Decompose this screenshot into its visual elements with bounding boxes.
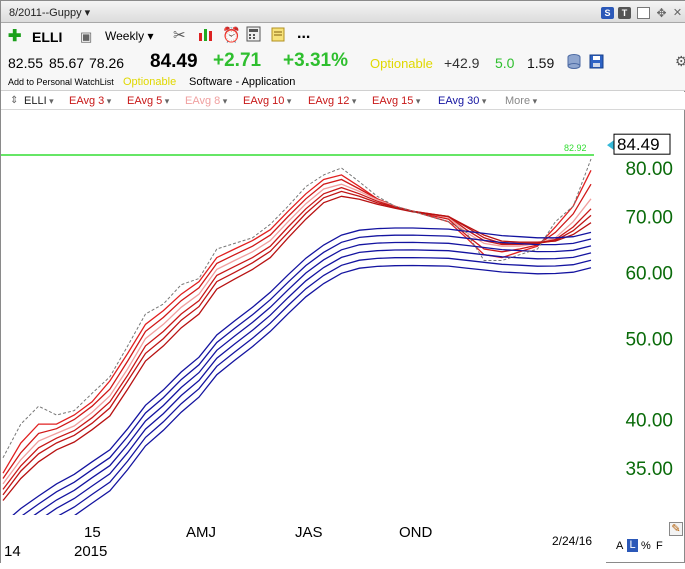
series-eavg-15 xyxy=(2,195,592,501)
last-price: 84.49 xyxy=(150,51,198,72)
series-eavg-5 xyxy=(2,178,592,479)
window-title[interactable]: 8/2011--Guppy ▾ xyxy=(9,7,91,19)
printer-icon[interactable]: ▣ xyxy=(80,29,93,44)
s-icon[interactable]: S xyxy=(601,7,614,19)
price-change-pct: +3.31% xyxy=(283,50,348,71)
legend-item-eavg-3[interactable]: EAvg 3 xyxy=(69,95,111,107)
period-dropdown[interactable]: Weekly ▾ xyxy=(105,29,154,43)
chart-canvas: 82.92 80.00 70.00 60.00 50.00 40.00 35.00 84.49… xyxy=(1,133,673,567)
x-tick-label-lower: 14 xyxy=(4,543,21,560)
legend-item-eavg-8[interactable]: EAvg 8 xyxy=(185,95,227,107)
move-icon[interactable]: ✥ xyxy=(656,6,667,20)
series-price-elli xyxy=(2,158,592,459)
database-icon[interactable] xyxy=(567,54,581,72)
series-eavg-8 xyxy=(2,183,592,485)
info-optionable: Optionable xyxy=(123,76,177,88)
last-price-arrow xyxy=(607,140,614,151)
save-glyph xyxy=(589,54,604,69)
notes-icon[interactable] xyxy=(271,26,286,45)
title-bar: 8/2011--Guppy ▾ S T ✥ ✕ xyxy=(1,1,685,23)
legend-item-eavg-5[interactable]: EAvg 5 xyxy=(127,95,169,107)
scale-toggle-log[interactable]: L xyxy=(627,539,638,552)
legend-item-eavg-10[interactable]: EAvg 10 xyxy=(243,95,291,107)
x-axis-area xyxy=(1,515,606,564)
series-eavg-30-band-5 xyxy=(2,264,592,567)
x-tick-label: OND xyxy=(399,524,433,541)
calculator-icon[interactable] xyxy=(246,26,261,45)
series-eavg-10 xyxy=(2,186,592,490)
legend-item-eavg-15[interactable]: EAvg 15 xyxy=(372,95,420,107)
stat-relative-strength: +42.9 xyxy=(444,55,480,71)
x-tick-label: 15 xyxy=(84,524,101,541)
y-tick-label: 70.00 xyxy=(625,207,673,228)
indicator-legend: ⇕ ELLI EAvg 3 EAvg 5 EAvg 8 EAvg 10 EAvg… xyxy=(1,92,685,110)
database-glyph xyxy=(567,54,581,69)
y-tick-label: 40.00 xyxy=(625,411,673,432)
alarm-clock-icon[interactable]: ⏰ xyxy=(222,27,241,44)
t-icon[interactable]: T xyxy=(618,7,631,19)
legend-more-button[interactable]: More xyxy=(505,95,537,107)
last-price-label: 84.49 xyxy=(617,135,660,154)
price-change: +2.71 xyxy=(213,50,262,71)
stat-green: 5.0 xyxy=(495,55,515,71)
y-tick-label: 35.00 xyxy=(625,459,673,480)
series-eavg-30-band-1 xyxy=(2,234,592,533)
pencil-icon[interactable]: ✎ xyxy=(669,522,683,536)
bar-chart-icon[interactable] xyxy=(198,26,214,45)
x-tick-label: AMJ xyxy=(186,524,216,541)
save-icon[interactable] xyxy=(589,54,604,72)
price-chart[interactable]: 82.92 80.00 70.00 60.00 50.00 40.00 35.00 84.49… xyxy=(1,111,685,567)
close-icon[interactable]: ✕ xyxy=(672,7,683,19)
notes-glyph xyxy=(271,27,285,42)
scale-toggle-a[interactable]: A xyxy=(616,540,624,552)
x-tick-label: JAS xyxy=(295,524,323,541)
horizontal-line-label: 82.92 xyxy=(564,143,587,153)
bar-chart-glyph xyxy=(199,29,212,41)
series-eavg-30-band-3 xyxy=(2,249,592,550)
tools-icon[interactable]: ✂ xyxy=(173,27,186,44)
low-price: 78.26 xyxy=(89,55,125,71)
legend-item-eavg-12[interactable]: EAvg 12 xyxy=(308,95,356,107)
y-tick-label: 80.00 xyxy=(625,159,673,180)
series-eavg-12 xyxy=(2,190,592,496)
scale-toggle-f[interactable]: F xyxy=(656,540,663,552)
toolbar: ✚ ELLI ▣ Weekly ▾ ✂ ⏰ ... xyxy=(1,23,685,49)
settings-gear-icon[interactable]: ⚙ xyxy=(675,53,685,69)
last-price-box xyxy=(613,133,671,155)
calculator-glyph xyxy=(246,26,261,42)
period-value: Weekly xyxy=(105,29,145,43)
y-tick-label: 50.00 xyxy=(625,330,673,351)
window-title-text: 8/2011--Guppy xyxy=(9,7,82,19)
add-icon[interactable]: ✚ xyxy=(8,28,22,45)
high-price: 85.67 xyxy=(49,55,85,71)
scale-toggle-percent[interactable]: % xyxy=(641,540,651,552)
series-eavg-30-band-4 xyxy=(2,256,592,558)
stat-ratio: 1.59 xyxy=(527,55,555,71)
open-price: 82.55 xyxy=(8,55,44,71)
legend-sort-icon[interactable]: ⇕ xyxy=(10,95,19,106)
series-eavg-30-band-0 xyxy=(2,227,592,525)
more-options-button[interactable]: ... xyxy=(297,25,311,42)
info-bar: Add to Personal WatchList Optionable Sof… xyxy=(1,76,685,91)
optionable-label[interactable]: Optionable xyxy=(370,56,433,71)
legend-item-eavg-30[interactable]: EAvg 30 xyxy=(438,95,486,107)
series-eavg-3 xyxy=(2,170,592,474)
x-tick-label-lower: 2/24/16 xyxy=(552,534,592,548)
series-eavg-30-band-2 xyxy=(2,241,592,541)
legend-item-elli[interactable]: ELLI xyxy=(24,95,54,107)
x-tick-label-lower: 2015 xyxy=(74,543,107,560)
symbol-label[interactable]: ELLI xyxy=(32,29,63,45)
y-tick-label: 60.00 xyxy=(625,263,673,284)
quote-bar: 82.55 85.67 78.26 84.49 +2.71 +3.31% Opt… xyxy=(1,49,685,77)
add-to-watchlist-link[interactable]: Add to Personal WatchList xyxy=(8,77,114,87)
minimize-icon[interactable] xyxy=(637,7,650,19)
industry-label[interactable]: Software - Application xyxy=(189,76,296,88)
